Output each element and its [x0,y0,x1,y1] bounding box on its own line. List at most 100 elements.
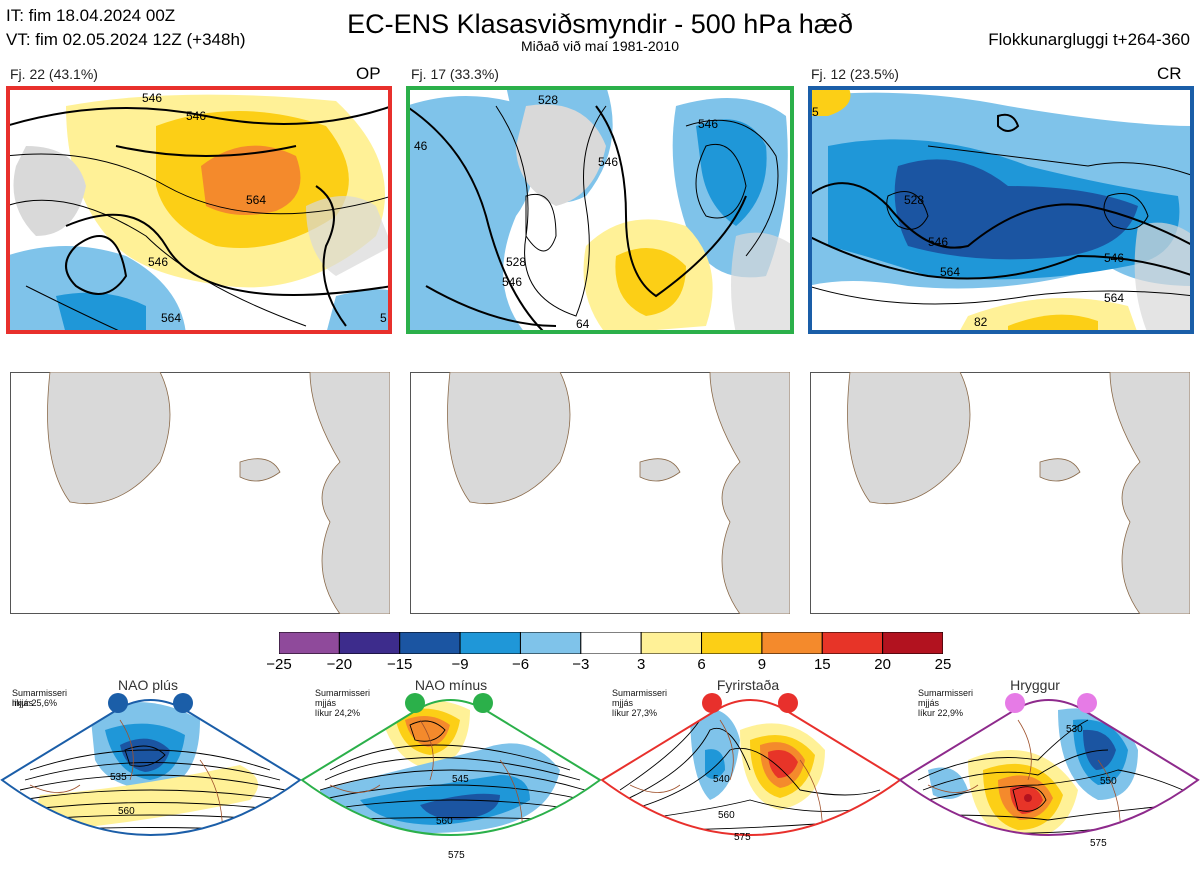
cluster-2-frame [406,86,794,334]
contour-5 [9,199,307,327]
contour-7 [997,113,1020,132]
regime-1-dot-right [173,693,193,713]
contour-label-1: 528 [538,93,558,107]
contour-7 [315,185,347,327]
regime-3-info: Sumarmisseri mjjás líkur 27,3% [612,688,667,718]
colorbar-tick-label: −6 [511,656,530,673]
regime-1-map: 535 560 [0,693,302,836]
greenland-land [47,372,171,505]
page-subtitle: Miðað við maí 1981-2010 [521,38,679,54]
regime-3-basis: mjjás [612,698,634,708]
regime-4-info: Sumarmisseri mjjás líkur 22,9% [918,688,973,718]
contour-2 [495,105,607,317]
regime-2-dot-left [405,693,425,713]
cluster-window: Flokkunargluggi t+264-360 [988,30,1190,49]
europe-land [306,196,389,276]
contour-label-4: 546 [698,117,718,131]
anomaly-positive [37,765,258,830]
colorbar-segment [279,632,340,654]
colorbar-segment [882,632,943,654]
contour-label-2: 546 [186,109,206,123]
cluster-1-tag: OP [356,64,381,83]
regime-3-contour-label-3: 575 [734,832,751,843]
anomaly-negative-light-left [409,96,534,331]
regime-2-contour-label-3: 575 [448,850,465,861]
greenland-land [847,372,971,505]
colorbar-segment [761,632,823,654]
cluster-2-label: Fj. 17 (33.3%) [411,66,499,82]
regime-2-prob: líkur 24,2% [315,708,361,718]
europe-land [731,232,791,331]
regime-3-dot-left [702,693,722,713]
regime-4-frame [898,699,1200,836]
greenland-land [447,372,571,505]
anomaly-negative-strong [894,159,1138,260]
header-info: IT: fim 18.04.2024 00Z VT: fim 02.05.202… [6,4,246,52]
contour-label-5: 528 [506,255,526,269]
regime-4-season: Sumarmisseri [918,688,974,698]
colorbar-tick-label: −25 [266,656,292,673]
contour-label-4: 546 [148,255,168,269]
colorbar-segment [640,632,703,654]
contour-label-2: 528 [904,193,924,207]
contour-6 [115,145,297,157]
anomaly-negative-medium [705,749,725,779]
anomaly-negative-left [928,767,968,799]
colorbar-tick-label: 9 [757,656,767,673]
regime-2-dot-right [473,693,493,713]
regime-4-map: 530 550 575 [898,693,1200,857]
contour-label-7: 64 [576,317,590,331]
cluster-3-label: Fj. 12 (23.5%) [811,66,899,82]
colorbar-segment [519,632,582,654]
regime-2-season: Sumarmisseri [315,688,371,698]
contour-3 [811,286,1191,305]
regime-3-season: Sumarmisseri [612,688,668,698]
regime-1-dot-left [108,693,128,713]
regime-2-name: NAO mínus [414,677,488,693]
regime-1-name: NAO plús [118,677,178,693]
colorbar-tick-label: −3 [572,656,590,673]
colorbar-segment [580,632,642,654]
anomaly-positive-medium [1008,314,1098,331]
contour-label-7: 82 [974,315,988,329]
contour-label-2: 46 [414,139,428,153]
regime-4-contour-label-2: 550 [1100,776,1117,787]
colorbar-tick-label: 15 [813,656,831,673]
regime-2-info: Sumarmisseri mjjás líkur 24,2% [315,688,370,718]
contour-label-3: 546 [928,235,948,249]
cluster-3-frame [808,86,1194,334]
regime-1-info: Sumarmisseri líkur 25,6% [12,688,67,708]
contour-1 [811,182,1191,249]
regime-1-contour-label-2: 560 [118,806,135,817]
regime-4-basis: mjjás [918,698,940,708]
contour-1 [9,105,389,127]
it-line: IT: fim 18.04.2024 00Z [6,6,176,25]
colorbar-tick-label: −9 [451,656,469,673]
regime-4-prob: líkur 22,9% [918,708,964,718]
regime-1-basis: mjjás [12,698,34,708]
greenland-land [13,146,86,236]
iceland-land [639,458,681,482]
colorbar-tick-label: 6 [697,656,706,673]
cluster-2-map: 528 46 546 546 528 546 64 [406,86,794,334]
colorbar-tick-label: −20 [326,656,353,673]
iceland-land [1039,458,1081,482]
contour-label-3: 564 [246,193,266,207]
regime-3-contour-label-1: 540 [713,774,730,785]
cluster-1-map: 546 546 564 546 564 5 [6,86,392,334]
anomaly-positive-top [811,89,851,116]
colorbar-segment [701,632,763,654]
regime-3-contour-label-2: 560 [718,810,735,821]
regime-1-contour-label-1: 535 [110,772,127,783]
regime-4-dot-right [1077,693,1097,713]
contour-2 [811,236,1191,280]
colorbar-tick-label: 25 [934,656,952,673]
contour-6 [685,119,779,257]
contour-6 [927,145,1191,176]
regime-2-contour-label-1: 545 [452,774,469,785]
regime-4-dot-left [1005,693,1025,713]
anomaly-negative-medium [56,292,146,331]
colorbar-tick-label: −15 [386,656,413,673]
anomaly-negative-bottom [1013,848,1043,857]
europe-land [1109,372,1190,614]
